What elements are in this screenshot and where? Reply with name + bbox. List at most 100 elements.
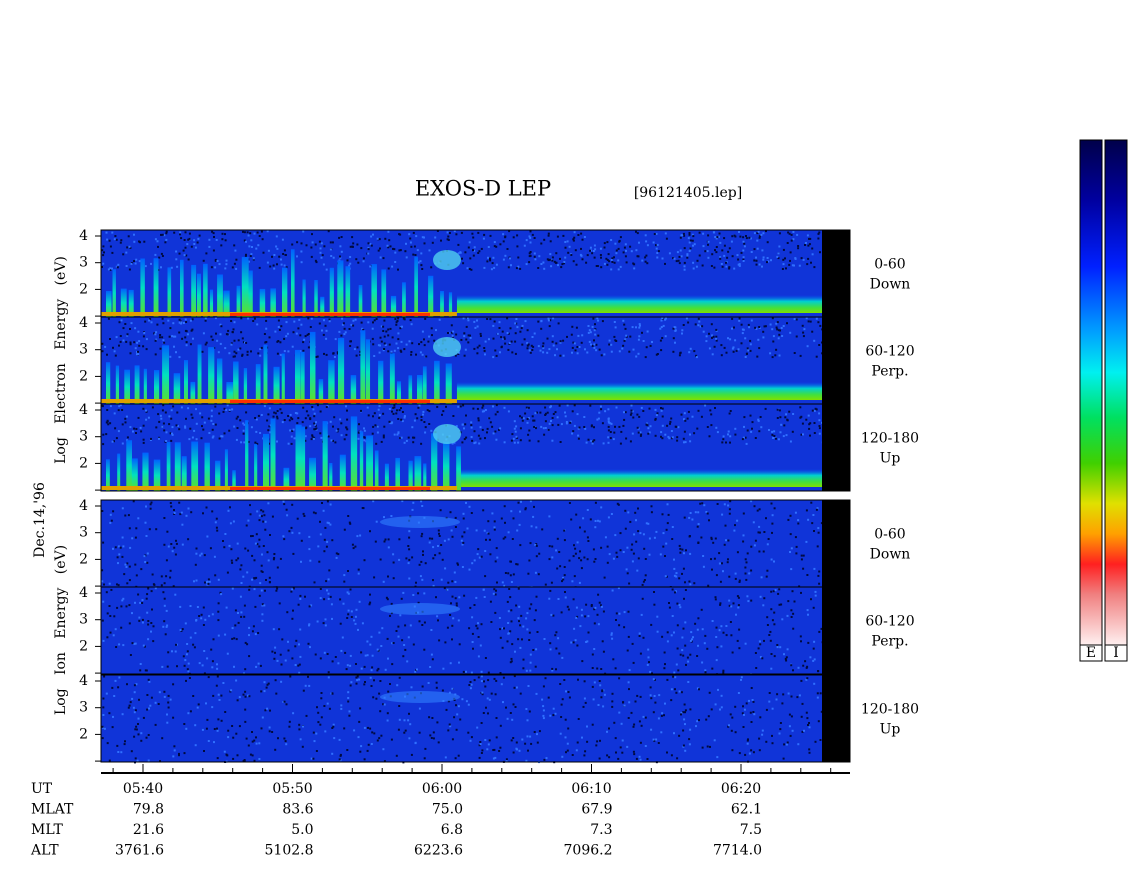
speckle <box>792 238 795 241</box>
speckle <box>683 516 686 519</box>
speckle <box>292 428 295 431</box>
speckle <box>451 687 454 690</box>
speckle <box>758 263 761 266</box>
speckle <box>520 416 523 419</box>
speckle <box>131 697 134 700</box>
speckle <box>261 604 264 607</box>
speckle <box>242 575 245 578</box>
speckle <box>457 563 459 566</box>
speckle <box>729 338 732 341</box>
speckle <box>446 238 449 241</box>
speckle <box>458 351 461 354</box>
speckle <box>295 332 298 335</box>
speckle <box>750 569 753 572</box>
speckle <box>595 744 598 747</box>
speckle <box>815 317 818 320</box>
speckle <box>594 526 597 529</box>
speckle <box>633 533 636 536</box>
speckle <box>548 545 551 548</box>
speckle <box>392 406 395 409</box>
y-tick-label: 3 <box>79 342 88 358</box>
speckle <box>363 726 366 729</box>
speckle <box>647 432 650 435</box>
speckle <box>138 619 141 622</box>
speckle <box>175 643 177 646</box>
speckle <box>652 711 655 714</box>
speckle <box>571 410 574 413</box>
speckle <box>796 233 799 236</box>
speckle <box>693 582 696 585</box>
speckle <box>495 589 497 592</box>
burst <box>190 381 196 404</box>
speckle <box>163 582 166 585</box>
speckle <box>138 240 140 243</box>
speckle <box>178 428 181 431</box>
speckle <box>665 317 667 320</box>
speckle <box>494 413 497 416</box>
speckle <box>397 418 400 420</box>
speckle <box>819 692 822 695</box>
speckle <box>686 417 689 420</box>
pitch-range: 120-180 <box>861 431 919 447</box>
speckle <box>669 422 671 425</box>
speckle <box>571 346 574 349</box>
speckle <box>122 597 125 600</box>
speckle <box>655 244 657 247</box>
speckle <box>509 257 511 260</box>
speckle <box>673 257 676 260</box>
burst <box>443 441 450 491</box>
speckle <box>683 703 686 706</box>
speckle <box>564 415 567 418</box>
speckle <box>278 602 281 605</box>
speckle <box>784 257 786 260</box>
speckle <box>664 702 666 705</box>
speckle <box>510 657 513 660</box>
speckle <box>751 699 754 701</box>
speckle <box>315 356 318 358</box>
speckle <box>235 638 238 641</box>
speckle <box>484 550 487 552</box>
speckle <box>410 353 413 356</box>
speckle <box>428 716 431 719</box>
speckle <box>730 240 733 243</box>
speckle <box>368 603 371 606</box>
speckle <box>697 324 700 327</box>
speckle <box>505 760 508 763</box>
speckle <box>328 320 331 323</box>
speckle <box>518 605 521 608</box>
speckle <box>550 581 553 584</box>
speckle <box>233 339 236 342</box>
speckle <box>640 406 643 409</box>
speckle <box>280 411 283 414</box>
speckle <box>669 420 672 423</box>
speckle <box>256 323 259 326</box>
speckle <box>247 549 250 552</box>
speckle <box>409 241 412 244</box>
speckle <box>581 660 584 663</box>
speckle <box>672 327 675 330</box>
speckle <box>811 253 814 256</box>
speckle <box>205 506 208 509</box>
speckle <box>720 625 723 628</box>
speckle <box>454 516 457 519</box>
speckle <box>360 409 362 412</box>
burst <box>259 288 266 317</box>
y-tick-label: 2 <box>79 726 88 742</box>
burst <box>208 347 215 404</box>
speckle <box>407 562 410 565</box>
speckle <box>355 608 358 611</box>
speckle <box>712 541 715 544</box>
burst <box>263 433 270 491</box>
speckle <box>734 427 737 430</box>
speckle <box>535 526 538 529</box>
speckle <box>652 738 655 741</box>
speckle <box>450 324 453 327</box>
speckle <box>288 419 291 422</box>
speckle <box>541 698 544 701</box>
speckle <box>186 643 189 645</box>
speckle <box>119 340 122 343</box>
speckle <box>117 430 120 433</box>
speckle <box>695 265 698 268</box>
speckle <box>411 508 414 511</box>
speckle <box>650 511 653 514</box>
